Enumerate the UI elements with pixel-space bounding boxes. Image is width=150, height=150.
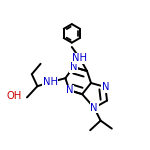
Text: N: N xyxy=(90,103,98,113)
Text: NH: NH xyxy=(43,77,58,87)
Text: N: N xyxy=(70,62,77,72)
Text: N: N xyxy=(66,85,73,95)
Text: OH: OH xyxy=(7,91,22,101)
Text: N: N xyxy=(102,82,109,92)
Text: NH: NH xyxy=(72,53,87,63)
